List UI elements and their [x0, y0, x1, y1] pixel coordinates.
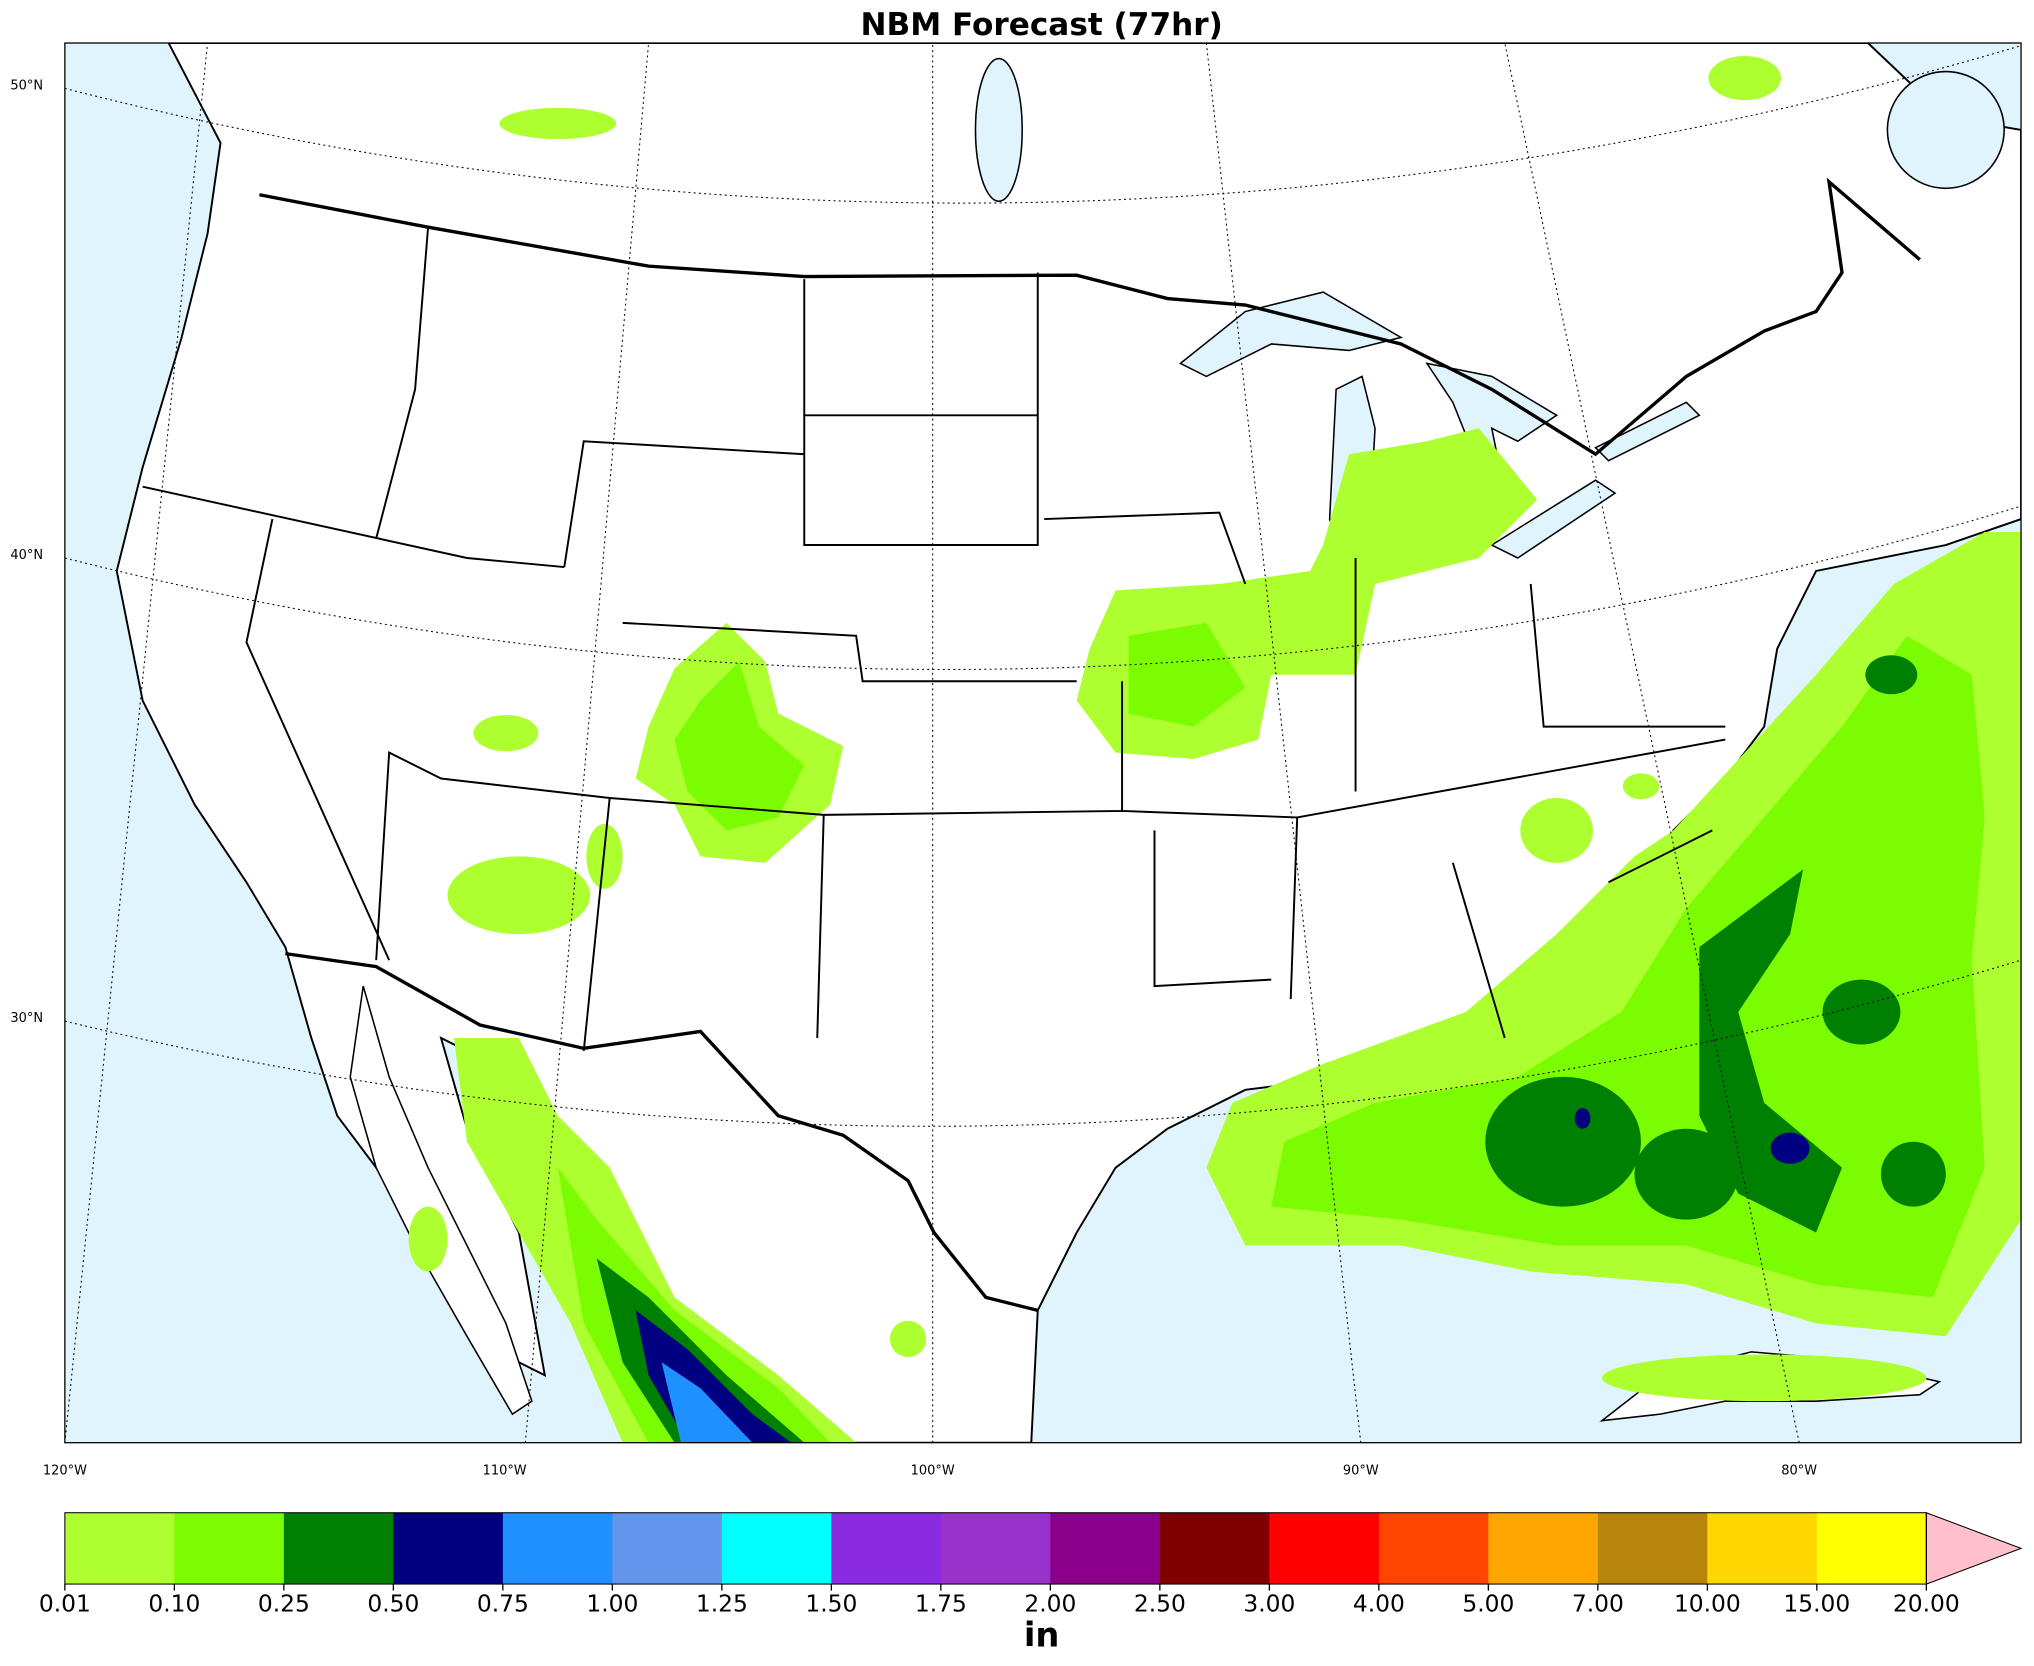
colorbar-tick-label: 1.75	[915, 1589, 967, 1617]
precip-area	[1622, 773, 1660, 800]
lake	[1490, 479, 1617, 559]
map	[64, 42, 2022, 1444]
colorbar-tick-label: 1.50	[805, 1589, 857, 1617]
lon-label: 100°W	[911, 1464, 955, 1479]
precip-area	[1880, 1141, 1946, 1207]
precip-area	[596, 1258, 805, 1443]
lake	[974, 57, 1023, 203]
precip-area	[889, 1320, 927, 1358]
colorbar-tick-label: 3.00	[1243, 1589, 1295, 1617]
colorbar-tick-label: 20.00	[1893, 1589, 1960, 1617]
colorbar-bin	[831, 1512, 942, 1585]
colorbar-tick-label: 0.25	[258, 1589, 310, 1617]
colorbar-bin	[1050, 1512, 1161, 1585]
colorbar-bin	[1159, 1512, 1270, 1585]
colorbar-bin	[1816, 1512, 1927, 1585]
baja	[349, 985, 533, 1416]
precip-area	[499, 107, 617, 140]
colorbar-tick-label: 0.10	[148, 1589, 200, 1617]
lat-label: 30°N	[10, 1011, 43, 1026]
lake	[1425, 362, 1559, 496]
colorbar-bin	[502, 1512, 614, 1585]
colorbar-bin	[1488, 1512, 1599, 1585]
precip-area	[1634, 1128, 1739, 1220]
precip-area	[1574, 1108, 1591, 1129]
precip-area	[447, 856, 591, 935]
lon-label: 110°W	[483, 1464, 527, 1479]
colorbar-tick-label: 4.00	[1353, 1589, 1405, 1617]
lake	[1594, 401, 1701, 462]
precip-area	[1822, 979, 1901, 1045]
colorbar: 0.01 0.10 0.25 0.50 0.75 1.00 1.25 1.50 1.75 2.00…	[39, 1511, 2023, 1655]
colorbar-tick-label: 7.00	[1572, 1589, 1624, 1617]
precip-area	[473, 714, 539, 752]
colorbar-bin	[393, 1512, 504, 1585]
colorbar-tick-label: 10.00	[1674, 1589, 1741, 1617]
colorbar-tick-label: 2.50	[1134, 1589, 1186, 1617]
colorbar-bin	[721, 1512, 832, 1585]
colorbar-bin	[1378, 1512, 1489, 1585]
precip-area	[1520, 797, 1593, 863]
state-borders	[142, 227, 1726, 1052]
colorbar-bin	[1707, 1512, 1818, 1585]
colorbar-unit: in	[1024, 1616, 1060, 1655]
hudson-bay	[1886, 70, 2005, 190]
colorbar-bin	[612, 1512, 723, 1585]
precip-area	[454, 1037, 857, 1443]
colorbar-extend	[1925, 1511, 2023, 1585]
precip-area	[1485, 1076, 1641, 1207]
colorbar-tick-label: 0.01	[39, 1589, 91, 1617]
colorbar-bin	[283, 1512, 395, 1585]
precip-area	[1770, 1132, 1810, 1164]
colorbar-bin	[174, 1512, 285, 1585]
national-border	[259, 177, 1921, 1313]
colorbar-tick-label: 5.00	[1462, 1589, 1514, 1617]
precip-area	[557, 1167, 831, 1443]
lat-label: 40°N	[10, 548, 43, 563]
precip-area	[661, 1362, 753, 1443]
precip-area	[408, 1206, 448, 1272]
precip-area	[1602, 1354, 1927, 1402]
map-frame	[64, 42, 2022, 1444]
colorbar-frame	[64, 1512, 1927, 1585]
precip-area	[1271, 635, 1985, 1298]
lon-label: 90°W	[1343, 1464, 1379, 1479]
title: NBM Forecast (77hr)	[860, 7, 1222, 43]
precip-area	[1128, 622, 1246, 727]
colorbar-tick-label: 0.50	[367, 1589, 419, 1617]
colorbar-tick-label: 1.25	[696, 1589, 748, 1617]
lon-label: 120°W	[43, 1464, 87, 1479]
precipitation	[408, 55, 2022, 1443]
precip-area	[1865, 655, 1918, 695]
colorbar-tick-label: 2.00	[1024, 1589, 1076, 1617]
lat-label: 50°N	[10, 78, 43, 93]
precip-area	[1708, 55, 1782, 101]
colorbar-bin	[940, 1512, 1051, 1585]
colorbar-bin	[1597, 1512, 1708, 1585]
colorbar-tick-label: 15.00	[1783, 1589, 1850, 1617]
colorbar-bin	[64, 1512, 176, 1585]
colorbar-tick-label: 0.75	[477, 1589, 529, 1617]
lon-label: 80°W	[1781, 1464, 1817, 1479]
precip-area	[674, 661, 805, 831]
colorbar-bin	[1269, 1512, 1380, 1585]
colorbar-tick-label: 1.00	[586, 1589, 638, 1617]
